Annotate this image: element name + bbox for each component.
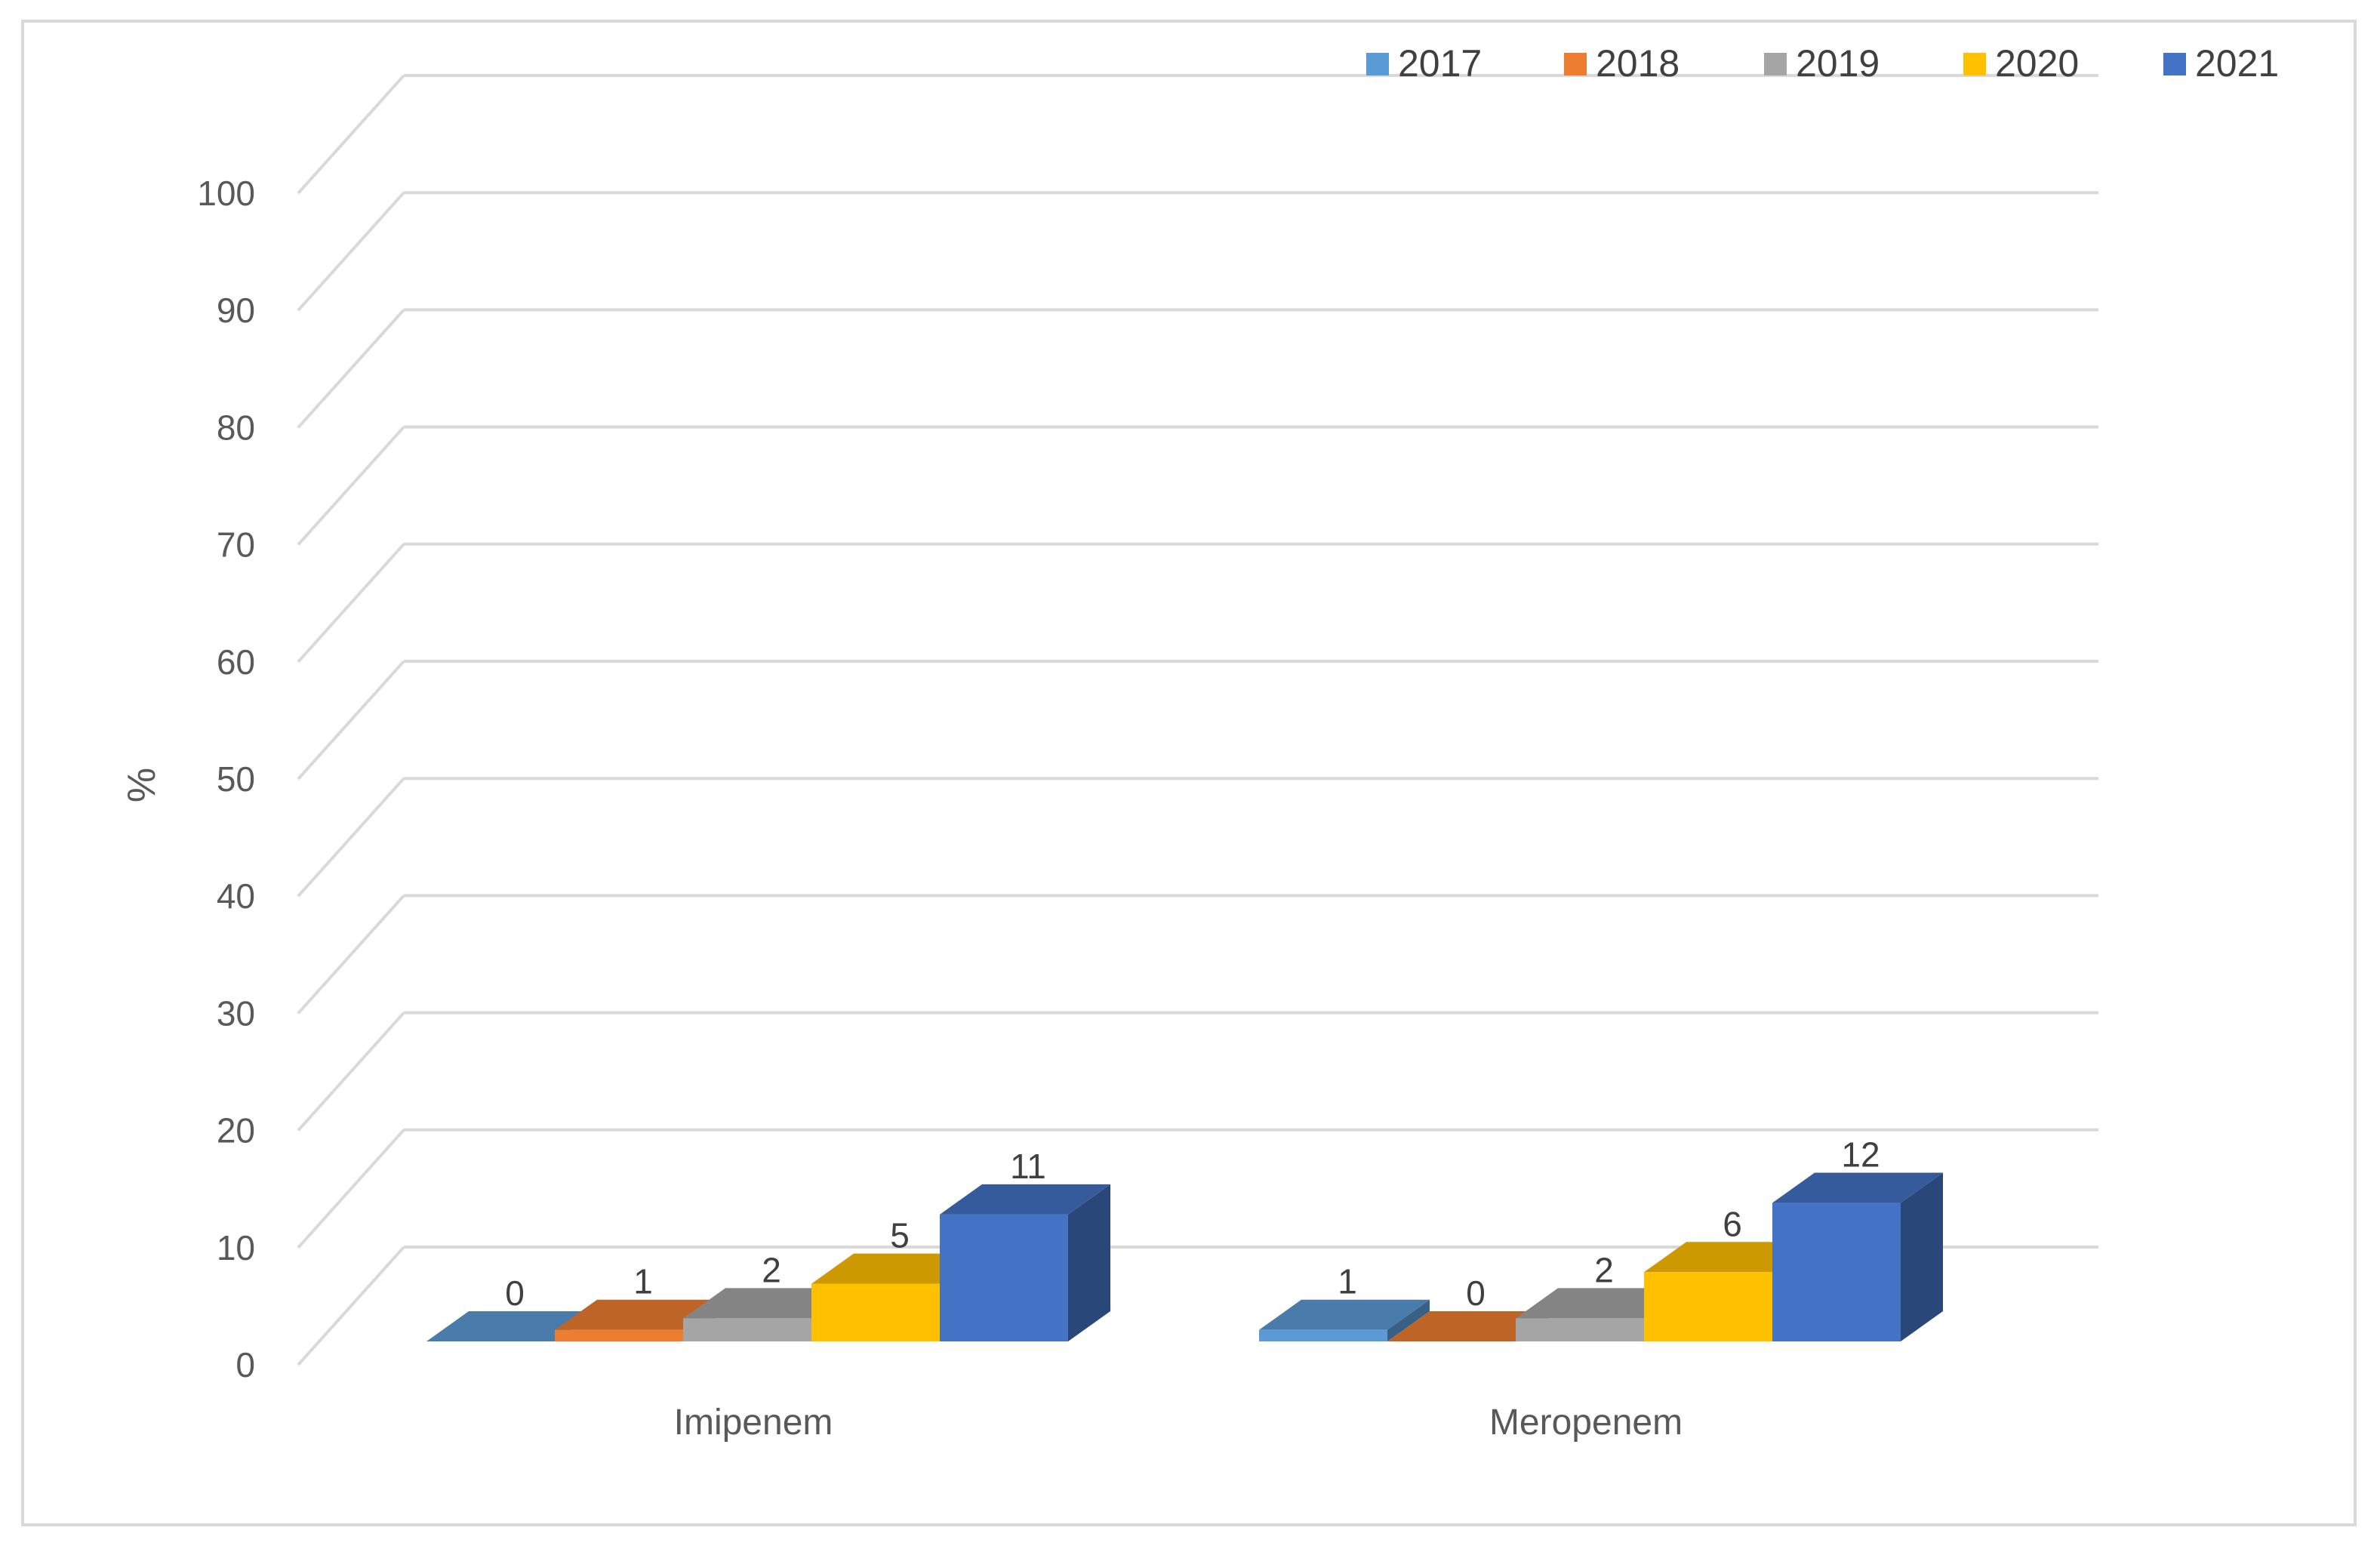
gridlines bbox=[297, 74, 2098, 1366]
bar-top-face bbox=[426, 1311, 597, 1341]
legend-label: 2018 bbox=[1596, 42, 1680, 85]
bar-2017-meropenem bbox=[1259, 1299, 1430, 1341]
data-label: 2 bbox=[762, 1250, 781, 1289]
bar-top-face bbox=[1772, 1172, 1943, 1203]
legend-item-2017: 2017 bbox=[1366, 42, 1482, 85]
bar-top-face bbox=[1259, 1299, 1430, 1330]
gridline-diagonal bbox=[297, 895, 405, 1015]
y-tick-label: 50 bbox=[217, 759, 255, 799]
bar-top-face bbox=[1516, 1288, 1686, 1319]
bar-front-face bbox=[555, 1329, 683, 1341]
bars bbox=[426, 1172, 1943, 1341]
bar-top-face bbox=[940, 1184, 1110, 1215]
gridline-diagonal bbox=[297, 426, 405, 546]
legend-swatch bbox=[1963, 53, 1986, 75]
y-axis-label: % bbox=[120, 768, 164, 802]
bar-2017-imipenem bbox=[426, 1311, 597, 1341]
bar-2021-imipenem bbox=[940, 1184, 1110, 1341]
gridline-diagonal bbox=[297, 191, 405, 312]
y-tick-label: 20 bbox=[217, 1111, 255, 1150]
category-label: Imipenem bbox=[674, 1403, 833, 1443]
data-label: 5 bbox=[890, 1216, 910, 1255]
bar-front-face bbox=[940, 1214, 1068, 1341]
bar-top-face bbox=[1387, 1311, 1558, 1341]
gridline-diagonal bbox=[297, 543, 405, 664]
legend-swatch bbox=[1764, 53, 1787, 75]
chart-frame bbox=[21, 20, 2357, 1526]
bar-front-face bbox=[811, 1283, 940, 1341]
legend-swatch bbox=[1366, 53, 1389, 75]
legend-swatch bbox=[2163, 53, 2186, 75]
gridline-diagonal bbox=[297, 1129, 405, 1249]
legend: 2017 2018 2019 2020 2021 bbox=[1366, 42, 2279, 85]
gridline-diagonal bbox=[297, 1246, 405, 1366]
data-label: 1 bbox=[633, 1262, 653, 1301]
bar-2018-meropenem bbox=[1387, 1311, 1558, 1341]
bar-front-face bbox=[1644, 1272, 1772, 1341]
legend-item-2018: 2018 bbox=[1564, 42, 1680, 85]
legend-item-2020: 2020 bbox=[1963, 42, 2079, 85]
y-tick-label: 80 bbox=[217, 408, 255, 447]
legend-label: 2020 bbox=[1995, 42, 2079, 85]
bar-top-face bbox=[811, 1253, 982, 1284]
legend-label: 2017 bbox=[1398, 42, 1482, 85]
y-tick-label: 40 bbox=[217, 876, 255, 916]
category-label: Meropenem bbox=[1489, 1403, 1683, 1443]
y-tick-label: 100 bbox=[197, 174, 255, 213]
data-label: 12 bbox=[1841, 1135, 1880, 1175]
gridline-diagonal bbox=[297, 1012, 405, 1132]
legend-label: 2021 bbox=[2195, 42, 2279, 85]
data-label: 11 bbox=[1010, 1147, 1046, 1186]
bar-top-face bbox=[1644, 1242, 1815, 1273]
bar-front-face bbox=[1772, 1203, 1901, 1341]
y-tick-label: 90 bbox=[217, 291, 255, 330]
gridline-diagonal bbox=[297, 74, 405, 195]
bar-2019-meropenem bbox=[1516, 1288, 1686, 1341]
gridline-diagonal bbox=[297, 309, 405, 429]
gridline-diagonal bbox=[297, 777, 405, 898]
bar-front-face bbox=[1516, 1318, 1644, 1341]
legend-item-2021: 2021 bbox=[2163, 42, 2279, 85]
bar-front-face bbox=[1259, 1329, 1387, 1341]
data-label: 0 bbox=[505, 1273, 525, 1313]
bar-side-face bbox=[1068, 1184, 1110, 1341]
bar-side-face bbox=[1901, 1172, 1943, 1341]
y-tick-label: 10 bbox=[217, 1228, 255, 1267]
y-tick-label: 0 bbox=[236, 1345, 255, 1384]
data-label: 2 bbox=[1594, 1250, 1614, 1289]
y-tick-label: 60 bbox=[217, 642, 255, 682]
legend-swatch bbox=[1564, 53, 1587, 75]
category-labels: Imipenem Meropenem bbox=[674, 1403, 1683, 1443]
bar-2021-meropenem bbox=[1772, 1172, 1943, 1341]
y-tick-label: 70 bbox=[217, 525, 255, 565]
bar-front-face bbox=[683, 1318, 811, 1341]
data-label: 0 bbox=[1466, 1273, 1486, 1313]
y-tick-label: 30 bbox=[217, 993, 255, 1033]
bar-side-face bbox=[1387, 1299, 1430, 1341]
legend-label: 2019 bbox=[1796, 42, 1880, 85]
y-axis-ticks: 0 10 20 30 40 50 60 70 80 90 100 bbox=[197, 174, 255, 1384]
bar-top-face bbox=[555, 1299, 725, 1330]
data-label: 6 bbox=[1723, 1204, 1742, 1243]
data-label: 1 bbox=[1338, 1262, 1357, 1301]
legend-item-2019: 2019 bbox=[1764, 42, 1880, 85]
bar-top-face bbox=[683, 1288, 854, 1319]
gridline-diagonal bbox=[297, 660, 405, 781]
